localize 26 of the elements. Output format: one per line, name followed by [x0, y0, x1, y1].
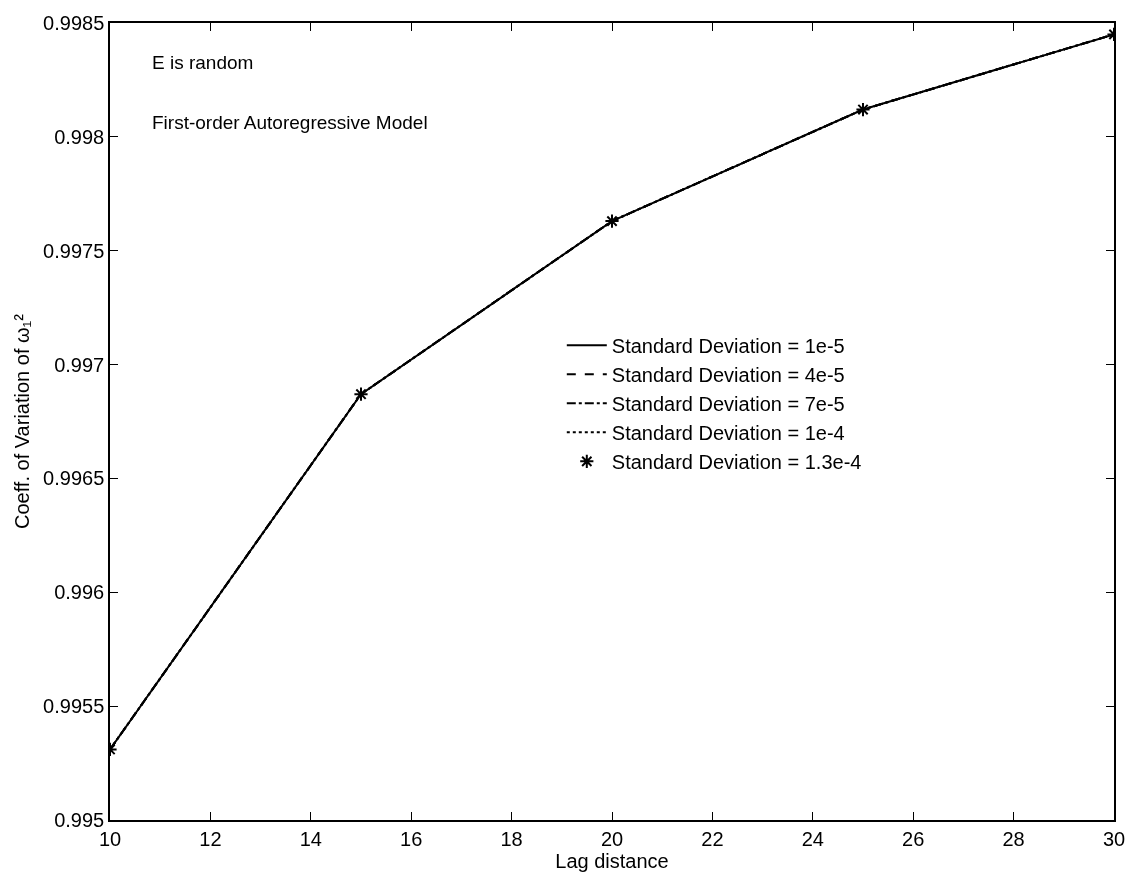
- annotation: First-order Autoregressive Model: [152, 112, 428, 133]
- legend-label: Standard Deviation = 1.3e-4: [611, 451, 862, 474]
- x-tick-label: 30: [1102, 827, 1126, 850]
- x-tick-label: 20: [600, 827, 624, 850]
- y-tick-label: 0.9985: [43, 12, 105, 34]
- x-tick-label: 26: [902, 827, 925, 850]
- x-tick-label: 18: [500, 827, 523, 850]
- legend-label: Standard Deviation = 7e-5: [611, 393, 845, 416]
- x-tick-label: 28: [1002, 827, 1025, 850]
- y-tick-label: 0.996: [54, 581, 105, 604]
- legend-label: Standard Deviation = 4e-5: [611, 364, 845, 387]
- x-tick-label: 16: [400, 827, 423, 850]
- x-tick-label: 14: [299, 827, 322, 850]
- y-tick-label: 0.9965: [43, 467, 105, 490]
- x-axis-title: Lag distance: [555, 849, 669, 872]
- legend-label: Standard Deviation = 1e-4: [611, 422, 845, 445]
- x-tick-label: 12: [199, 827, 222, 850]
- legend-label: Standard Deviation = 1e-5: [611, 335, 845, 358]
- x-tick-label: 24: [801, 827, 824, 850]
- y-tick-label: 0.9955: [43, 695, 105, 718]
- y-axis-title: Coeff. of Variation of ω₁²: [11, 313, 34, 530]
- y-tick-label: 0.998: [54, 125, 105, 148]
- annotation: E is random: [152, 52, 254, 73]
- y-tick-label: 0.997: [54, 353, 105, 376]
- x-tick-label: 22: [701, 827, 724, 850]
- y-tick-label: 0.9975: [43, 239, 105, 262]
